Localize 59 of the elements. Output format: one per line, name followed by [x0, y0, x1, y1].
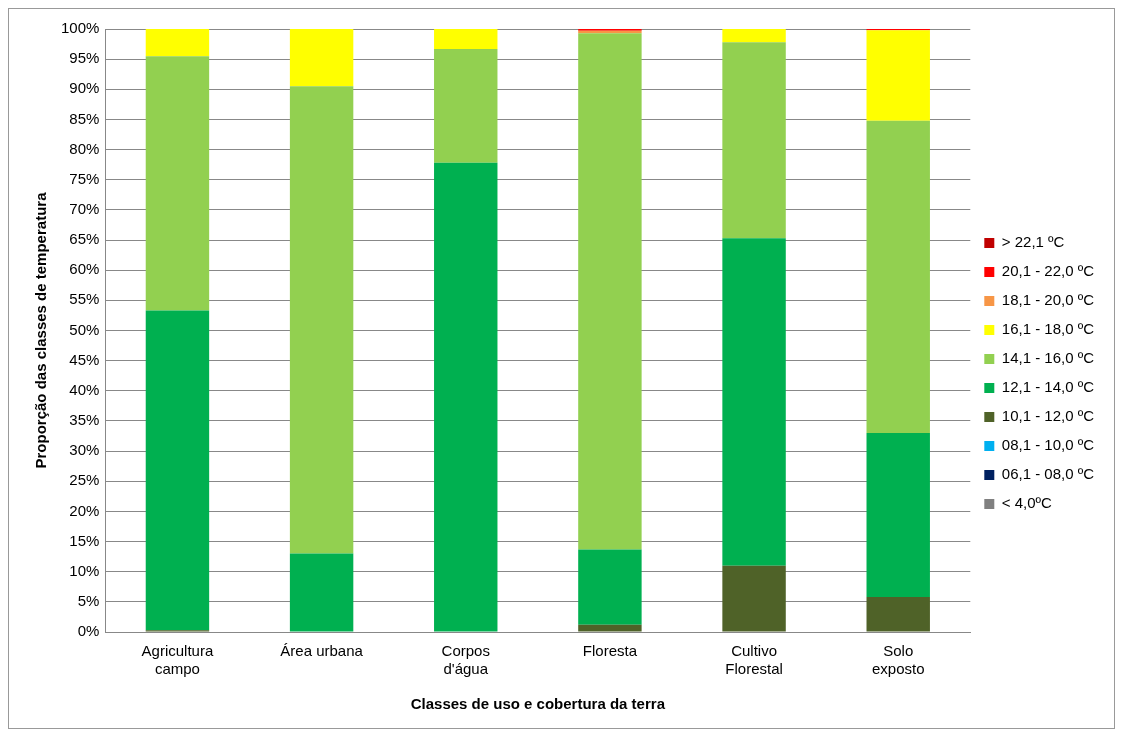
bar	[145, 310, 210, 631]
legend-label: 10,1 - 12,0 ºC	[1001, 407, 1095, 425]
y-tick-label: 80%	[69, 139, 100, 157]
bar	[866, 433, 930, 598]
y-tick-label: 5%	[77, 591, 100, 609]
x-tick-label: Cultivo Florestal	[725, 642, 783, 678]
legend-label: 20,1 - 22,0 ºC	[1001, 262, 1095, 280]
legend-label: > 22,1 ºC	[1001, 233, 1065, 251]
y-tick-label: 30%	[69, 441, 100, 459]
bar	[434, 48, 498, 163]
y-tick-label: 85%	[69, 109, 100, 127]
y-axis-title: Proporção das classes de temperatura	[32, 191, 50, 469]
y-tick-label: 15%	[69, 531, 100, 549]
x-axis-title: Classes de uso e cobertura da terra	[410, 695, 666, 713]
x-tick-label: Área urbana	[280, 642, 364, 660]
y-tick-label: 0%	[77, 622, 100, 640]
bar	[434, 29, 498, 49]
legend-label: 12,1 - 14,0 ºC	[1001, 378, 1095, 396]
y-tick-label: 90%	[69, 79, 100, 97]
legend-label: < 4,0ºC	[1001, 494, 1053, 512]
y-tick-label: 10%	[69, 561, 100, 579]
bar	[289, 86, 354, 554]
bar	[722, 42, 786, 239]
legend-label: 18,1 - 20,0 ºC	[1001, 291, 1095, 309]
bar	[866, 597, 930, 632]
bar	[722, 238, 786, 566]
bar	[434, 162, 498, 632]
y-tick-label: 70%	[69, 200, 100, 218]
y-tick-label: 20%	[69, 501, 100, 519]
bar	[722, 565, 786, 632]
y-tick-label: 65%	[69, 230, 100, 248]
bar	[722, 29, 786, 43]
bar	[145, 29, 210, 57]
bar	[578, 33, 642, 550]
legend-label: 16,1 - 18,0 ºC	[1001, 320, 1095, 338]
x-tick-label: Corpos d'água	[441, 642, 490, 678]
bar	[289, 553, 354, 632]
legend-label: 08,1 - 10,0 ºC	[1001, 436, 1095, 454]
bar	[866, 120, 930, 434]
bar	[289, 29, 354, 87]
y-tick-label: 25%	[69, 471, 100, 489]
legend-label: 14,1 - 16,0 ºC	[1001, 349, 1095, 367]
x-tick-label: Floresta	[582, 642, 638, 660]
x-tick-label: Solo exposto	[871, 642, 925, 678]
y-tick-label: 50%	[69, 320, 100, 338]
y-tick-label: 55%	[69, 290, 100, 308]
y-tick-label: 100%	[60, 19, 100, 37]
y-tick-label: 95%	[69, 49, 100, 67]
x-tick-label: Agricultura campo	[141, 642, 214, 678]
y-tick-label: 45%	[69, 350, 100, 368]
bar	[145, 56, 210, 311]
y-tick-label: 35%	[69, 411, 100, 429]
y-tick-label: 40%	[69, 380, 100, 398]
bar	[866, 30, 930, 121]
bar	[578, 549, 642, 625]
y-tick-label: 60%	[69, 260, 100, 278]
bar	[578, 624, 642, 632]
legend-label: 06,1 - 08,0 ºC	[1001, 465, 1095, 483]
y-tick-label: 75%	[69, 169, 100, 187]
